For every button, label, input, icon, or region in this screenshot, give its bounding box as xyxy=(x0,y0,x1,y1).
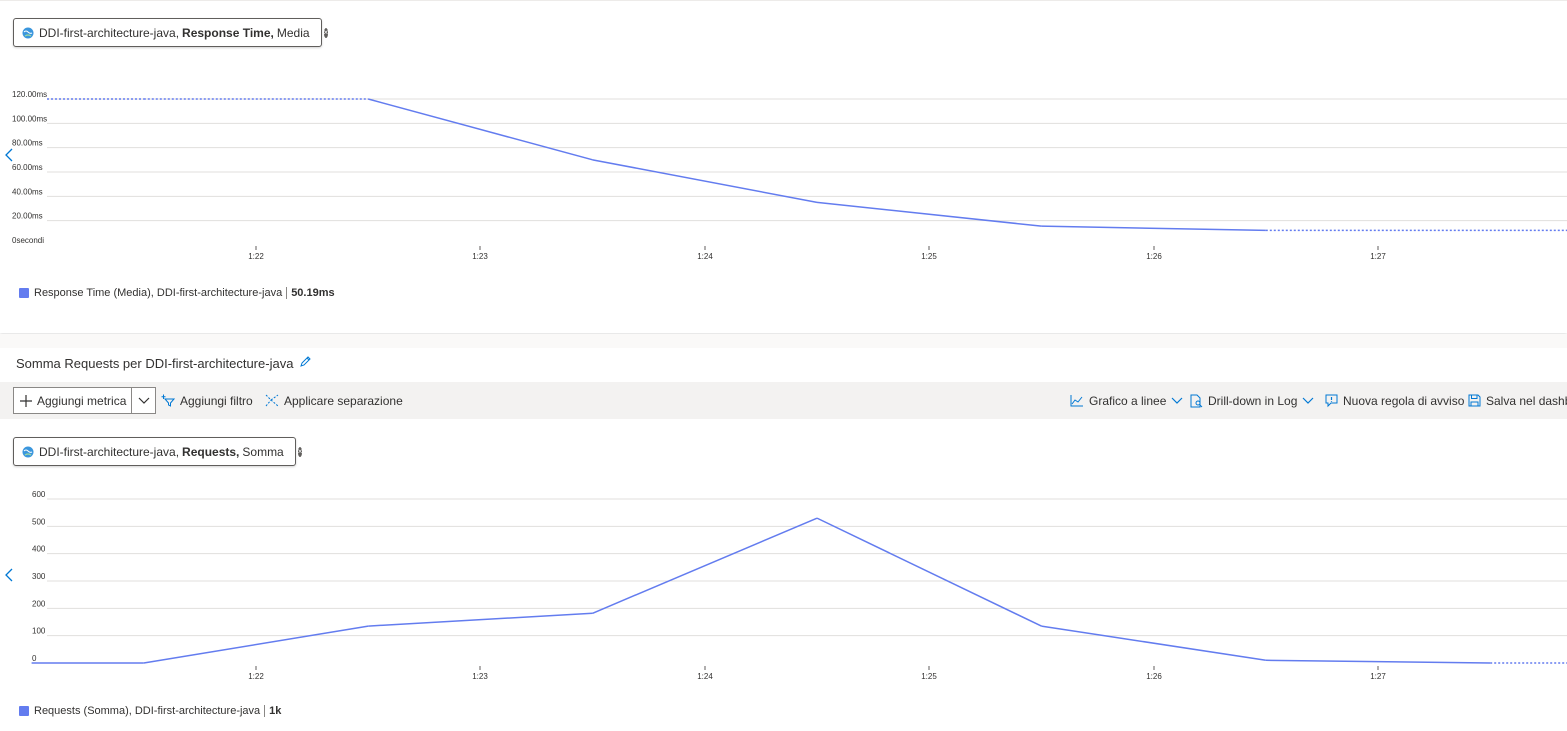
series-line-segment xyxy=(143,625,369,664)
pill-metric: Requests, xyxy=(182,444,240,459)
line-chart-icon xyxy=(1070,395,1083,407)
edit-pencil-icon[interactable] xyxy=(299,355,312,371)
save-icon xyxy=(1468,394,1481,407)
add-filter-button[interactable]: Aggiungi filtro xyxy=(161,382,253,419)
filter-add-icon xyxy=(161,394,175,407)
app-insights-globe-icon xyxy=(22,446,34,458)
app-insights-globe-icon xyxy=(22,27,34,39)
response-time-chart-panel xyxy=(0,0,1567,333)
metric-pill-requests[interactable]: DDI-first-architecture-java, Requests, S… xyxy=(13,437,303,466)
apply-split-label: Applicare separazione xyxy=(284,393,403,408)
chart-title: Somma Requests per DDI-first-architectur… xyxy=(16,355,312,371)
y-tick-label: 20.00ms xyxy=(12,212,43,221)
y-tick-label: 300 xyxy=(32,572,46,581)
x-tick-label: 1:24 xyxy=(697,252,713,261)
y-tick-label: 400 xyxy=(32,545,46,554)
legend-label: Response Time (Media), DDI-first-archite… xyxy=(34,287,283,299)
pill-aggregation: Somma xyxy=(242,444,284,459)
add-filter-label: Aggiungi filtro xyxy=(180,393,253,408)
y-tick-label: 80.00ms xyxy=(12,139,43,148)
chart-type-dropdown[interactable]: Grafico a linee xyxy=(1070,382,1188,419)
pill-resource: DDI-first-architecture-java, xyxy=(39,25,180,40)
metric-pill-response-time[interactable]: DDI-first-architecture-java, Response Ti… xyxy=(13,18,329,47)
x-tick-label: 1:26 xyxy=(1146,672,1162,681)
requests-chart: 600 500 400 300 200 100 0 1:22 1:23 1:24 1:25 1:26… xyxy=(31,490,1567,681)
y-tick-label: 100 xyxy=(32,627,46,636)
add-metric-button[interactable]: Aggiungi metrica xyxy=(14,388,132,413)
y-tick-label: 500 xyxy=(32,517,46,526)
x-tick-label: 1:27 xyxy=(1370,252,1386,261)
save-dashboard-label: Salva nel dashb xyxy=(1486,393,1567,408)
y-tick-label: 60.00ms xyxy=(12,163,43,172)
legend-response-time[interactable]: Response Time (Media), DDI-first-archite… xyxy=(19,287,335,299)
legend-requests[interactable]: Requests (Somma), DDI-first-architecture… xyxy=(19,705,281,717)
series-line-segment xyxy=(816,517,1042,627)
new-alert-rule-button[interactable]: Nuova regola di avviso xyxy=(1325,382,1464,419)
x-tick-label: 1:27 xyxy=(1370,672,1386,681)
panel-separator xyxy=(0,334,1567,348)
legend-label: Requests (Somma), DDI-first-architecture… xyxy=(34,705,261,717)
chevron-left-icon[interactable] xyxy=(4,567,14,588)
chevron-down-icon xyxy=(1302,397,1314,404)
x-tick-label: 1:24 xyxy=(697,672,713,681)
log-document-icon xyxy=(1190,394,1203,407)
remove-metric-icon[interactable]: × xyxy=(297,446,303,457)
series-line-segment xyxy=(368,612,593,627)
chart-title-text: Somma Requests per DDI-first-architectur… xyxy=(16,355,294,371)
legend-swatch xyxy=(19,706,29,716)
split-icon xyxy=(265,394,279,407)
chevron-down-icon xyxy=(1171,397,1183,404)
alert-icon xyxy=(1325,394,1338,407)
plus-icon xyxy=(20,394,32,407)
x-tick-label: 1:25 xyxy=(921,252,937,261)
series-line-segment xyxy=(816,201,1042,227)
x-tick-label: 1:23 xyxy=(472,672,488,681)
series-line-segment xyxy=(592,159,818,204)
series-line-segment xyxy=(368,98,593,161)
series-line-segment xyxy=(1041,225,1266,232)
drill-down-label: Drill-down in Log xyxy=(1208,393,1298,408)
pill-resource: DDI-first-architecture-java, xyxy=(39,444,180,459)
x-tick-label: 1:23 xyxy=(472,252,488,261)
y-tick-label: 600 xyxy=(32,490,46,499)
remove-metric-icon[interactable]: × xyxy=(323,27,329,38)
add-metric-label: Aggiungi metrica xyxy=(37,393,127,408)
legend-value: 50.19ms xyxy=(286,287,335,299)
y-tick-label: 100.00ms xyxy=(12,114,47,123)
chart-type-label: Grafico a linee xyxy=(1089,393,1167,408)
add-metric-split-button: Aggiungi metrica xyxy=(13,387,156,414)
pill-aggregation: Media xyxy=(276,25,310,40)
y-tick-label: 0 xyxy=(32,654,37,663)
x-tick-label: 1:25 xyxy=(921,672,937,681)
chart-toolbar: Aggiungi metrica Aggiungi filtro Applica… xyxy=(0,382,1567,419)
y-tick-label: 40.00ms xyxy=(12,187,43,196)
x-tick-label: 1:22 xyxy=(248,252,264,261)
x-tick-label: 1:22 xyxy=(248,672,264,681)
add-metric-dropdown-button[interactable] xyxy=(132,388,155,413)
legend-swatch xyxy=(19,288,29,298)
apply-split-button[interactable]: Applicare separazione xyxy=(265,382,403,419)
new-alert-label: Nuova regola di avviso xyxy=(1343,393,1465,408)
chevron-left-icon[interactable] xyxy=(4,147,14,168)
legend-value: 1k xyxy=(264,705,281,717)
y-tick-label: 120.00ms xyxy=(12,90,47,99)
pill-metric: Response Time, xyxy=(182,25,274,40)
drill-down-logs-dropdown[interactable]: Drill-down in Log xyxy=(1190,382,1319,419)
y-tick-label: 200 xyxy=(32,599,46,608)
chevron-down-icon xyxy=(138,397,150,405)
x-tick-label: 1:26 xyxy=(1146,252,1162,261)
response-time-chart: 120.00ms 100.00ms 80.00ms 60.00ms 40.00ms 20.… xyxy=(12,90,1567,261)
y-tick-label: 0secondi xyxy=(12,236,44,245)
series-line-segment xyxy=(592,517,818,614)
save-to-dashboard-button[interactable]: Salva nel dashb xyxy=(1468,382,1567,419)
series-line-segment xyxy=(1265,659,1491,664)
series-line-segment xyxy=(1041,625,1266,662)
